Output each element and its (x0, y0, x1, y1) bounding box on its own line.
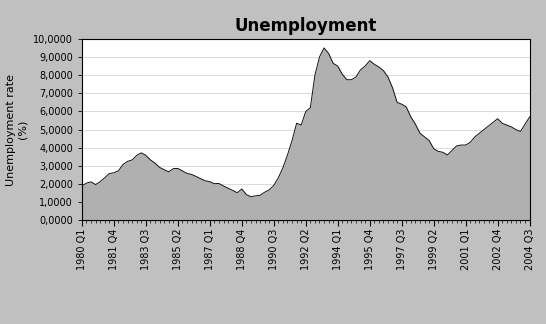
Y-axis label: Unemployment rate
(%): Unemployment rate (%) (6, 74, 27, 186)
Title: Unemployment: Unemployment (235, 17, 377, 35)
